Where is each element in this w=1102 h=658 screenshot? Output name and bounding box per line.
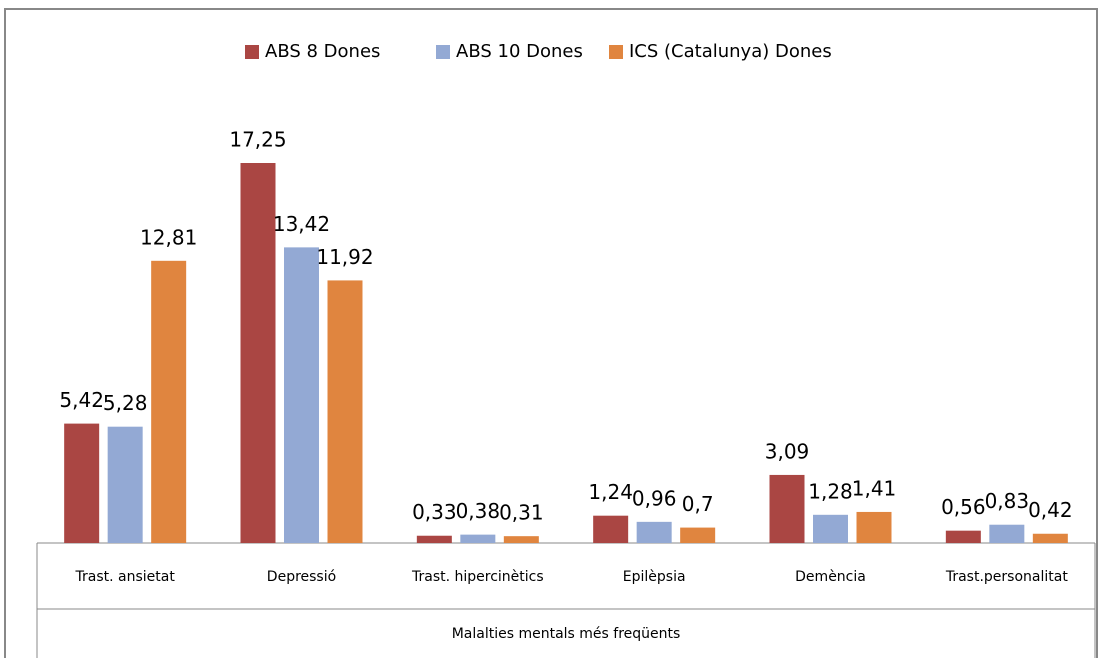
data-label: 17,25	[229, 128, 286, 152]
data-label: 0,7	[682, 492, 714, 516]
data-label: 5,28	[103, 391, 148, 415]
bar	[240, 163, 276, 543]
data-label: 13,42	[273, 212, 330, 236]
bar	[769, 474, 805, 543]
x-tick-label: Epilèpsia	[623, 569, 686, 585]
data-label: 11,92	[316, 245, 373, 269]
x-tick-label: Trast.personalitat	[945, 569, 1068, 585]
data-label: 0,96	[632, 486, 677, 510]
legend-label: ABS 10 Dones	[456, 41, 583, 62]
x-tick-label: Trast. ansietat	[75, 569, 176, 585]
bar	[284, 247, 319, 543]
bar	[593, 515, 629, 543]
bar	[460, 534, 496, 543]
legend-label: ICS (Catalunya) Dones	[629, 41, 832, 62]
bar	[813, 514, 848, 543]
data-label: 0,83	[985, 489, 1030, 513]
data-label: 5,42	[59, 388, 104, 412]
legend-swatch	[245, 45, 259, 59]
bar	[416, 535, 452, 543]
bar	[636, 521, 672, 543]
data-label: 1,41	[852, 476, 897, 500]
chart-frame	[4, 8, 1098, 658]
bar	[680, 527, 716, 543]
bar	[503, 536, 539, 543]
x-tick-label: Demència	[795, 569, 866, 585]
legend-swatch	[436, 45, 450, 59]
bar	[1032, 533, 1068, 543]
bar	[64, 423, 100, 543]
data-label: 3,09	[765, 439, 810, 463]
data-label: 0,31	[499, 501, 544, 525]
data-label: 0,42	[1028, 498, 1073, 522]
x-tick-label: Trast. hipercinètics	[411, 569, 544, 585]
legend-swatch	[609, 45, 623, 59]
data-label: 12,81	[140, 225, 197, 249]
data-label: 0,33	[412, 500, 457, 524]
bar	[107, 426, 143, 543]
x-tick-label: Depressió	[267, 569, 336, 585]
data-label: 0,56	[941, 495, 986, 519]
data-label: 1,28	[808, 479, 853, 503]
bar	[856, 511, 892, 543]
bar	[327, 280, 363, 543]
bar	[151, 260, 187, 543]
bar	[945, 530, 981, 543]
data-label: 0,38	[456, 499, 501, 523]
data-label: 1,24	[588, 480, 633, 504]
legend-label: ABS 8 Dones	[265, 41, 380, 62]
bar	[989, 524, 1025, 543]
x-axis-title: Malalties mentals més freqüents	[452, 626, 681, 642]
